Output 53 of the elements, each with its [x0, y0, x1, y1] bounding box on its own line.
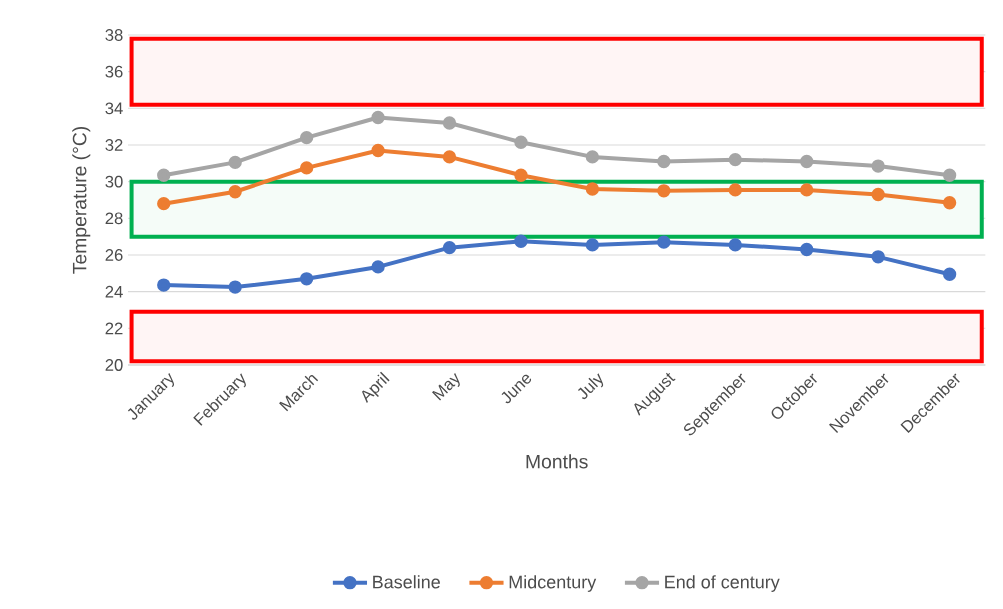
point [514, 168, 528, 182]
point [371, 260, 385, 274]
point [728, 238, 742, 252]
point [942, 196, 957, 210]
y-tick-label: 30 [105, 175, 123, 188]
point [800, 183, 814, 197]
point [157, 168, 171, 182]
point [299, 130, 314, 145]
point [728, 183, 742, 197]
point [585, 238, 600, 252]
point [942, 267, 957, 281]
point [514, 135, 528, 149]
point [299, 161, 314, 175]
y-tick-label: 36 [105, 65, 123, 78]
point [942, 168, 957, 182]
point [800, 242, 814, 257]
point [800, 154, 814, 169]
point [585, 150, 600, 164]
x-tick-label: May [431, 372, 460, 401]
y-tick-label: 32 [105, 139, 123, 151]
point [442, 116, 457, 130]
point [228, 185, 242, 199]
point [871, 159, 885, 173]
point [657, 235, 671, 249]
legend-label: Baseline [373, 575, 440, 589]
x-axis-title: Months [526, 454, 588, 469]
point [371, 110, 385, 125]
point [728, 152, 742, 167]
legend-label: Midcentury [509, 575, 597, 592]
y-tick-label: 28 [105, 212, 123, 225]
point [871, 187, 885, 202]
point [657, 184, 671, 198]
point [514, 234, 528, 248]
point [442, 150, 457, 164]
point [657, 154, 671, 169]
y-tick-label: 22 [105, 322, 123, 335]
point [299, 272, 314, 286]
point [157, 196, 171, 211]
point [228, 155, 242, 170]
y-tick-label: 34 [105, 102, 123, 115]
y-tick-label: 26 [105, 249, 123, 261]
legend-label: End of century [665, 575, 780, 592]
point [442, 240, 457, 255]
y-tick-label: 24 [105, 285, 123, 298]
y-tick-label: 38 [105, 29, 123, 41]
point [871, 250, 885, 264]
point [371, 143, 385, 158]
y-axis-title: Temperature (°C) [72, 126, 91, 274]
y-tick-label: 20 [105, 359, 123, 371]
point [157, 278, 171, 292]
x-tick-label: July [578, 373, 604, 400]
point [585, 182, 600, 196]
point [228, 280, 242, 294]
